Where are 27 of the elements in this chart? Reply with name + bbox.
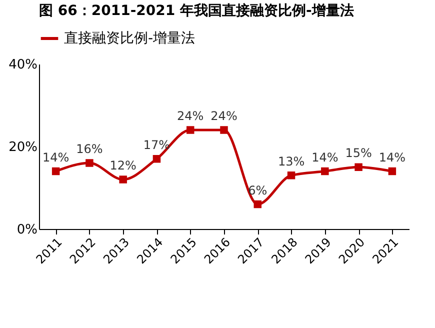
point [354, 163, 362, 171]
data-label: 14% [42, 150, 70, 164]
point [152, 155, 161, 163]
chart-title: 图 66：2011-2021 年我国直接融资比例-增量法 [39, 2, 354, 19]
data-label: 14% [378, 150, 406, 164]
point [119, 176, 127, 184]
data-label: 15% [345, 146, 372, 160]
point [254, 200, 262, 208]
point [321, 167, 329, 176]
y-tick-label: 40% [8, 58, 38, 72]
point [220, 126, 228, 134]
data-label: 6% [248, 183, 268, 198]
data-label: 17% [143, 138, 170, 152]
legend-label: 直接融资比例-增量法 [64, 30, 196, 46]
data-label: 14% [312, 150, 338, 164]
point [52, 167, 60, 176]
y-tick-label: 20% [8, 140, 38, 155]
y-tick-label: 0% [16, 222, 38, 238]
point [287, 172, 296, 180]
point [186, 126, 194, 134]
point [388, 167, 396, 176]
data-label: 16% [76, 142, 103, 156]
data-label: 13% [278, 154, 305, 168]
data-label: 24% [177, 109, 204, 123]
point [86, 159, 94, 167]
data-label: 12% [110, 158, 136, 172]
data-label: 24% [210, 109, 238, 123]
